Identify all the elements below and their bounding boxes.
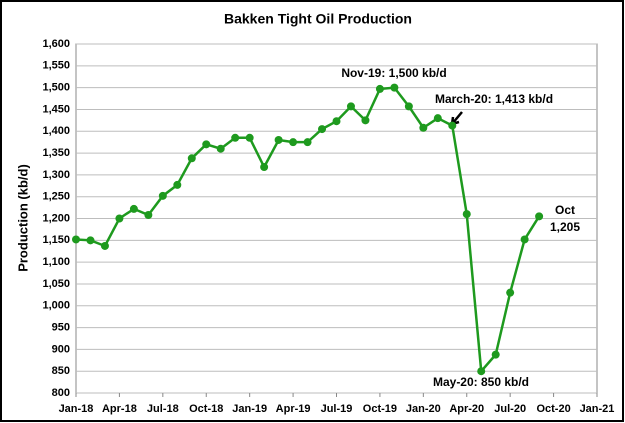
y-tick-label: 1,300 [42, 169, 70, 181]
data-point [346, 102, 355, 111]
y-tick-label: 950 [52, 321, 70, 333]
y-tick-label: 850 [52, 365, 70, 377]
chart-title: Bakken Tight Oil Production [224, 11, 412, 27]
x-tick-label: Jan-20 [406, 403, 441, 415]
x-tick-label: Apr-18 [102, 403, 137, 415]
x-tick-label: Oct-18 [189, 403, 223, 415]
x-tick-label: Apr-19 [276, 403, 311, 415]
data-point [506, 288, 515, 297]
data-point [419, 123, 428, 132]
data-point [491, 350, 500, 359]
data-point [477, 367, 486, 376]
data-point [100, 241, 109, 250]
y-tick-label: 1,200 [42, 212, 70, 224]
y-tick-label: 1,450 [42, 103, 70, 115]
x-tick-label: Apr-20 [449, 403, 484, 415]
y-tick-label: 800 [52, 387, 70, 399]
data-point [404, 102, 413, 111]
x-tick-label: Jan-18 [59, 403, 94, 415]
annotation: May-20: 850 kb/d [433, 375, 529, 389]
data-point [245, 133, 254, 142]
data-point [274, 135, 283, 144]
data-point [115, 214, 124, 223]
data-point [202, 140, 211, 149]
data-point [86, 236, 95, 245]
data-point [129, 204, 138, 213]
x-tick-label: Jul-18 [147, 403, 179, 415]
annotation: March-20: 1,413 kb/d [435, 92, 553, 106]
x-tick-label: Oct-20 [536, 403, 570, 415]
y-tick-label: 1,550 [42, 60, 70, 72]
x-tick-label: Jan-19 [232, 403, 267, 415]
y-tick-label: 1,400 [42, 125, 70, 137]
data-point [535, 212, 544, 221]
data-point [144, 211, 153, 220]
y-tick-label: 1,050 [42, 278, 70, 290]
data-point [303, 138, 312, 147]
y-tick-label: 900 [52, 343, 70, 355]
y-tick-label: 1,000 [42, 300, 70, 312]
data-point [158, 191, 167, 200]
data-point [462, 210, 471, 219]
x-tick-label: Jul-19 [321, 403, 353, 415]
y-tick-label: 1,150 [42, 234, 70, 246]
annotation: Nov-19: 1,500 kb/d [341, 66, 446, 80]
annotation: Oct [555, 203, 575, 217]
data-point [72, 235, 80, 244]
data-point [520, 235, 529, 244]
data-point [375, 84, 384, 93]
data-point [318, 125, 327, 134]
data-point [361, 116, 370, 125]
x-tick-label: Oct-19 [363, 403, 397, 415]
data-point [187, 154, 196, 163]
y-axis-title: Production (kb/d) [15, 164, 30, 272]
y-tick-label: 1,100 [42, 256, 70, 268]
y-tick-label: 1,500 [42, 82, 70, 94]
annotation: 1,205 [550, 220, 580, 234]
x-tick-label: Jan-21 [580, 403, 615, 415]
y-tick-label: 1,250 [42, 191, 70, 203]
data-point [216, 144, 225, 153]
data-point [332, 117, 341, 126]
y-tick-label: 1,600 [42, 38, 70, 50]
data-point [231, 133, 240, 142]
data-point [390, 83, 399, 92]
data-point [433, 114, 442, 123]
y-tick-label: 1,350 [42, 147, 70, 159]
data-point [448, 121, 457, 130]
data-point [260, 163, 269, 172]
x-tick-label: Jul-20 [494, 403, 526, 415]
data-point [173, 180, 182, 189]
data-point [289, 138, 298, 147]
